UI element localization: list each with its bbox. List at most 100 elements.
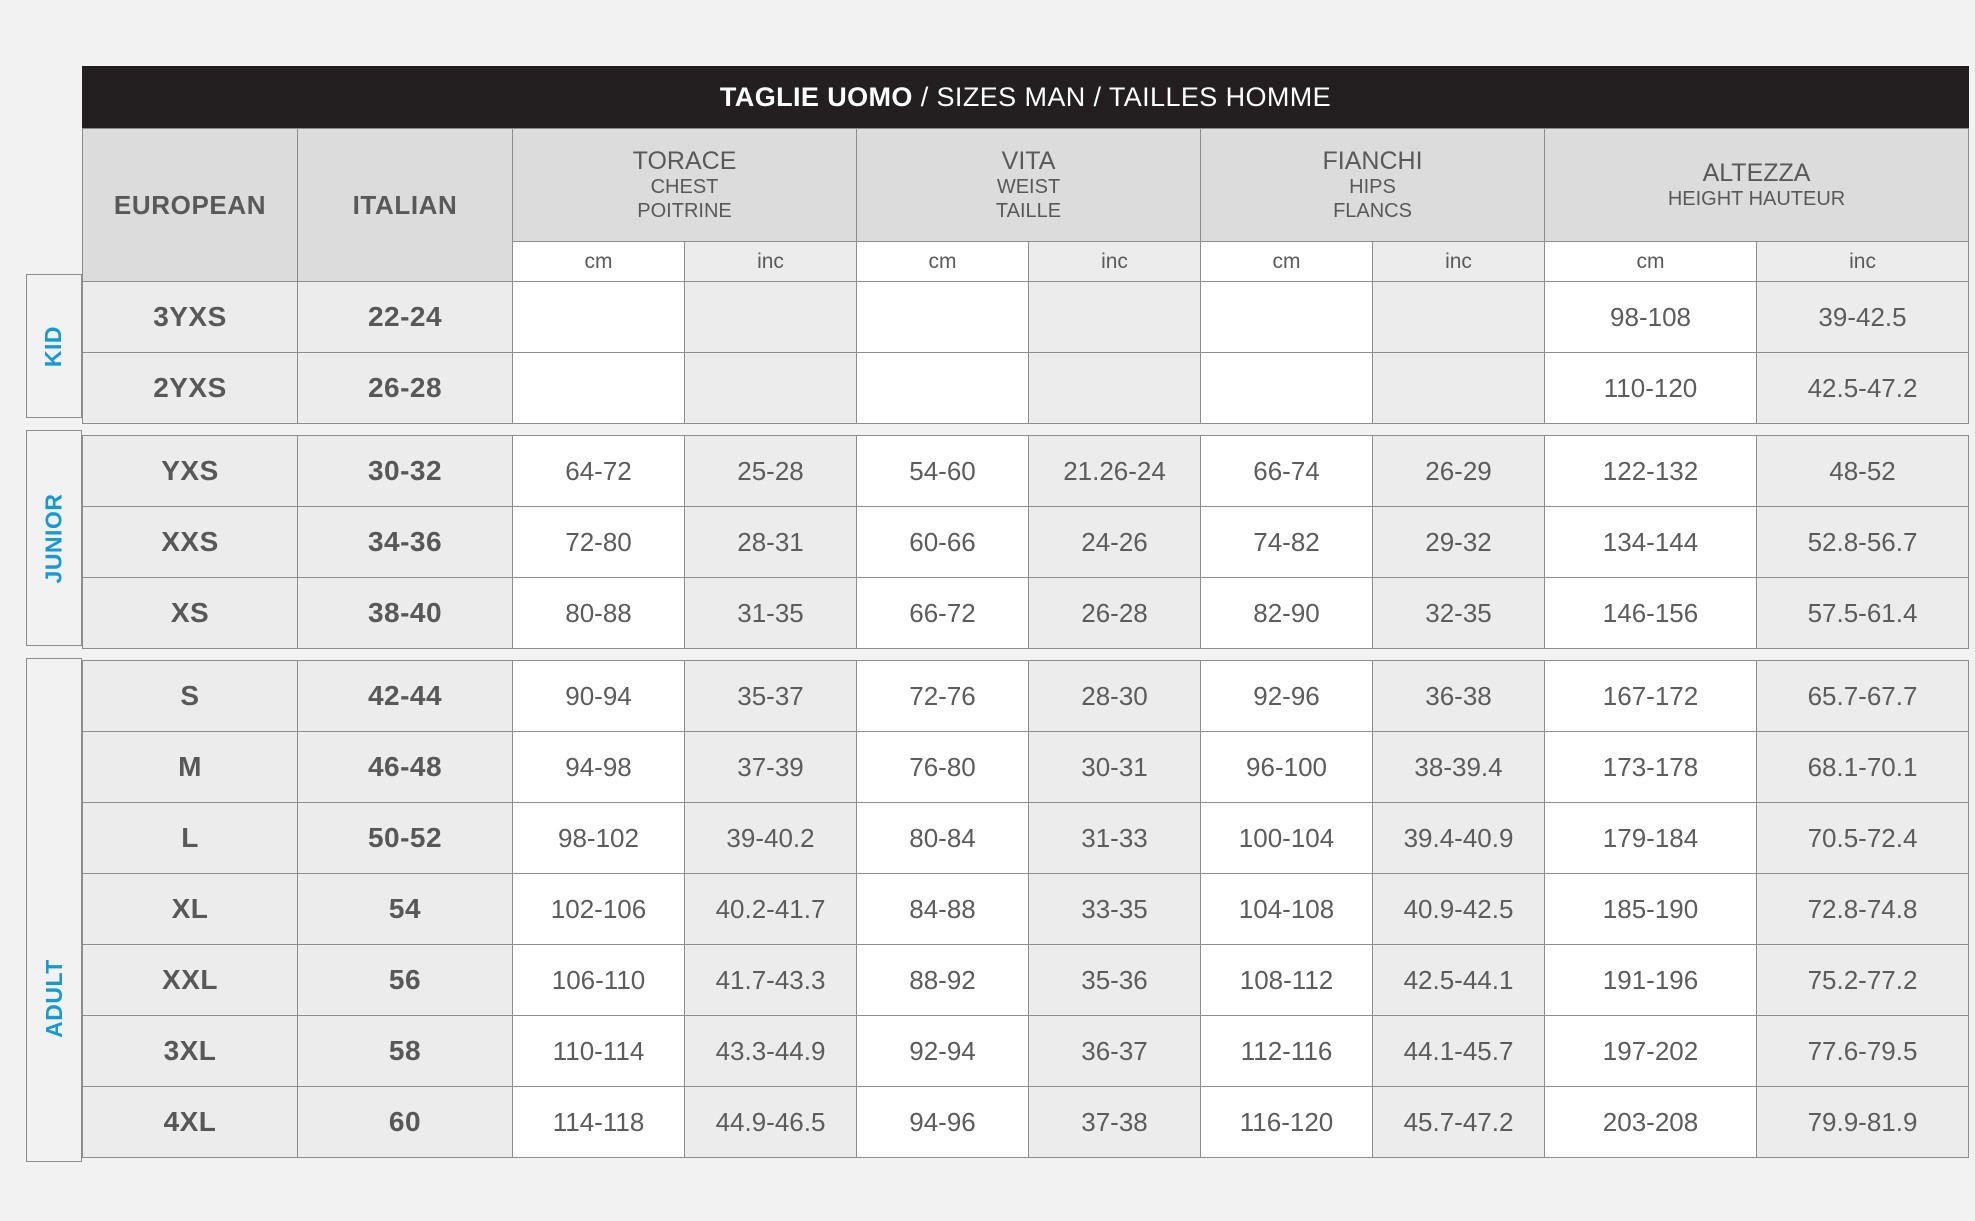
cell-chest-inc: 40.2-41.7 bbox=[683, 873, 858, 945]
cell-chest-inc: 44.9-46.5 bbox=[683, 1086, 858, 1158]
cell-waist-cm: 94-96 bbox=[856, 1086, 1030, 1158]
table-row: XXS 34-36 72-80 28-31 60-66 24-26 74-82 29-32 13… bbox=[82, 506, 1970, 578]
table-row: YXS 30-32 64-72 25-28 54-60 21.26-24 66-74 26-2… bbox=[82, 435, 1970, 507]
cell-hips-inc: 40.9-42.5 bbox=[1372, 873, 1546, 945]
cell-height-inc: 77.6-79.5 bbox=[1756, 1015, 1970, 1087]
cell-waist-inc: 24-26 bbox=[1028, 506, 1202, 578]
cell-italian: 42-44 bbox=[297, 660, 513, 732]
cell-european: 4XL bbox=[82, 1086, 298, 1158]
size-table: EUROPEAN ITALIAN TORACE CHEST POITRINE V… bbox=[82, 128, 1970, 1158]
cell-hips-cm: 104-108 bbox=[1200, 873, 1374, 945]
cell-italian: 26-28 bbox=[297, 352, 513, 424]
cell-european: L bbox=[82, 802, 298, 874]
cell-chest-inc: 31-35 bbox=[683, 577, 858, 649]
header-group-row: EUROPEAN ITALIAN TORACE CHEST POITRINE V… bbox=[82, 128, 1970, 282]
cell-chest-cm: 106-110 bbox=[512, 944, 685, 1016]
group-label-junior: JUNIOR bbox=[26, 430, 82, 646]
cell-chest-inc: 43.3-44.9 bbox=[683, 1015, 858, 1087]
cell-chest-cm: 110-114 bbox=[512, 1015, 685, 1087]
group-label-adult-text: ADULT bbox=[40, 958, 67, 1038]
column-group-chest: TORACE CHEST POITRINE bbox=[511, 128, 858, 242]
cell-height-inc: 42.5-47.2 bbox=[1756, 352, 1970, 424]
cell-waist-inc: 35-36 bbox=[1028, 944, 1202, 1016]
column-header-european: EUROPEAN bbox=[82, 128, 298, 282]
cell-european: XL bbox=[82, 873, 298, 945]
cell-waist-cm: 72-76 bbox=[856, 660, 1030, 732]
cell-hips-cm: 74-82 bbox=[1200, 506, 1374, 578]
cell-european: 3XL bbox=[82, 1015, 298, 1087]
cell-height-cm: 173-178 bbox=[1544, 731, 1758, 803]
cell-chest-cm: 114-118 bbox=[512, 1086, 685, 1158]
cell-waist-inc bbox=[1028, 352, 1202, 424]
cell-hips-inc: 44.1-45.7 bbox=[1372, 1015, 1546, 1087]
unit-header-hips-cm: cm bbox=[1200, 241, 1374, 282]
cell-chest-inc bbox=[683, 352, 858, 424]
group-label-adult: ADULT bbox=[26, 658, 82, 1162]
cell-waist-cm: 60-66 bbox=[856, 506, 1030, 578]
cell-height-inc: 57.5-61.4 bbox=[1756, 577, 1970, 649]
section-separator-cell bbox=[82, 648, 1969, 661]
cell-hips-cm: 108-112 bbox=[1200, 944, 1374, 1016]
unit-header-waist-cm: cm bbox=[856, 241, 1030, 282]
cell-waist-cm: 54-60 bbox=[856, 435, 1030, 507]
cell-waist-cm bbox=[856, 352, 1030, 424]
cell-height-cm: 110-120 bbox=[1544, 352, 1758, 424]
cell-chest-cm: 94-98 bbox=[512, 731, 685, 803]
cell-hips-inc bbox=[1372, 281, 1546, 353]
cell-height-inc: 68.1-70.1 bbox=[1756, 731, 1970, 803]
table-row: M 46-48 94-98 37-39 76-80 30-31 96-100 38-39.4 1… bbox=[82, 731, 1970, 803]
column-group-height: ALTEZZA HEIGHT HAUTEUR bbox=[1544, 128, 1970, 242]
cell-italian: 38-40 bbox=[297, 577, 513, 649]
cell-european: 2YXS bbox=[82, 352, 298, 424]
table-row: XL 54 102-106 40.2-41.7 84-88 33-35 104-108 40.… bbox=[82, 873, 1970, 945]
cell-waist-inc: 31-33 bbox=[1028, 802, 1202, 874]
cell-height-cm: 98-108 bbox=[1544, 281, 1758, 353]
cell-chest-cm bbox=[512, 352, 685, 424]
cell-waist-cm bbox=[856, 281, 1030, 353]
cell-height-inc: 75.2-77.2 bbox=[1756, 944, 1970, 1016]
cell-european: XS bbox=[82, 577, 298, 649]
chart-title-rest: / SIZES MAN / TAILLES HOMME bbox=[912, 82, 1332, 112]
table-row: 3XL 58 110-114 43.3-44.9 92-94 36-37 112-116 44… bbox=[82, 1015, 1970, 1087]
table-body: 3YXS 22-24 98-108 39-42.5 2YXS 26-28 110-120 42… bbox=[82, 281, 1970, 1158]
cell-chest-inc: 41.7-43.3 bbox=[683, 944, 858, 1016]
cell-italian: 54 bbox=[297, 873, 513, 945]
cell-height-cm: 203-208 bbox=[1544, 1086, 1758, 1158]
cell-hips-inc: 42.5-44.1 bbox=[1372, 944, 1546, 1016]
column-group-height-it: ALTEZZA bbox=[1702, 158, 1811, 187]
cell-european: XXL bbox=[82, 944, 298, 1016]
group-label-kid-text: KID bbox=[40, 325, 67, 367]
chart-title-strong: TAGLIE UOMO bbox=[719, 82, 913, 112]
unit-header-height-inc: inc bbox=[1756, 241, 1970, 282]
cell-hips-cm bbox=[1200, 352, 1374, 424]
cell-hips-cm: 96-100 bbox=[1200, 731, 1374, 803]
cell-italian: 58 bbox=[297, 1015, 513, 1087]
cell-hips-cm: 112-116 bbox=[1200, 1015, 1374, 1087]
column-group-hips: FIANCHI HIPS FLANCS bbox=[1200, 128, 1546, 242]
cell-waist-inc: 36-37 bbox=[1028, 1015, 1202, 1087]
cell-hips-cm: 82-90 bbox=[1200, 577, 1374, 649]
group-label-kid: KID bbox=[26, 274, 82, 418]
cell-european: XXS bbox=[82, 506, 298, 578]
cell-italian: 60 bbox=[297, 1086, 513, 1158]
column-group-waist-en: WEIST bbox=[996, 176, 1061, 199]
cell-chest-cm: 90-94 bbox=[512, 660, 685, 732]
column-group-chest-fr: POITRINE bbox=[637, 199, 732, 222]
column-header-italian: ITALIAN bbox=[297, 128, 513, 282]
cell-height-inc: 72.8-74.8 bbox=[1756, 873, 1970, 945]
cell-chest-inc: 35-37 bbox=[683, 660, 858, 732]
column-group-hips-en: HIPS bbox=[1349, 176, 1396, 199]
cell-height-cm: 146-156 bbox=[1544, 577, 1758, 649]
column-group-waist: VITA WEIST TAILLE bbox=[856, 128, 1202, 242]
cell-waist-cm: 66-72 bbox=[856, 577, 1030, 649]
group-label-junior-text: JUNIOR bbox=[40, 493, 67, 583]
cell-waist-inc: 26-28 bbox=[1028, 577, 1202, 649]
section-separator bbox=[82, 423, 1969, 436]
cell-european: S bbox=[82, 660, 298, 732]
table-row: 4XL 60 114-118 44.9-46.5 94-96 37-38 116-120 45… bbox=[82, 1086, 1970, 1158]
cell-chest-cm: 72-80 bbox=[512, 506, 685, 578]
cell-height-cm: 185-190 bbox=[1544, 873, 1758, 945]
cell-chest-inc: 25-28 bbox=[683, 435, 858, 507]
cell-hips-cm: 116-120 bbox=[1200, 1086, 1374, 1158]
cell-height-inc: 79.9-81.9 bbox=[1756, 1086, 1970, 1158]
